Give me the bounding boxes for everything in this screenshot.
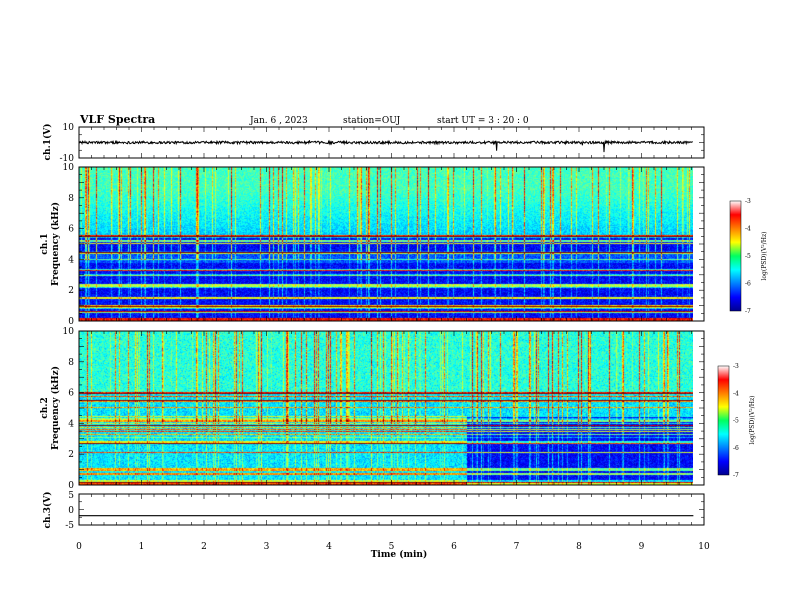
ch1-spectrogram-image xyxy=(79,167,693,321)
colorbar-tick-label: -3 xyxy=(745,198,751,205)
spectrogram-raster xyxy=(79,167,693,321)
ch1-spectrogram-ylabel-channel: ch.1 xyxy=(40,233,50,254)
time-tick-label: 1 xyxy=(139,542,145,552)
colorbar-tick-label: -5 xyxy=(733,418,739,425)
ch2-colorbar: -3 -4 -5 -6 -7 log(PSD)(V2/Hz) xyxy=(717,363,757,479)
frequency-tick-label: 0 xyxy=(68,317,74,327)
ch1-spectrogram-panel: 0 2 4 6 8 10 ch.1 Frequency (kHz) xyxy=(40,163,705,327)
ch2-spectrogram-ylabel: Frequency (kHz) xyxy=(50,366,61,450)
frequency-tick-label: 2 xyxy=(68,286,74,296)
frequency-tick-label: 6 xyxy=(68,225,74,235)
figure-title: VLF Spectra xyxy=(79,113,155,126)
ch2-spectrogram-ytick-labels: 0 2 4 6 8 10 xyxy=(63,327,75,491)
time-tick-label: 8 xyxy=(576,542,582,552)
colorbar-tick-label: -3 xyxy=(733,363,739,370)
ch1-colorbar-gradient xyxy=(729,200,742,312)
date-label: Jan. 6 , 2023 xyxy=(249,116,308,126)
ch3-ytick-top: 5 xyxy=(68,491,74,501)
ch2-spectrogram-panel: 0 2 4 6 8 10 ch.2 Frequency (kHz) xyxy=(40,327,705,491)
time-tick-label: 10 xyxy=(698,542,710,552)
colorbar-tick-label: -4 xyxy=(733,390,739,397)
ch3-ytick-mid: 0 xyxy=(68,506,74,516)
ch1-waveform-trace xyxy=(78,139,694,153)
ch2-colorbar-label: log(PSD)(V2/Hz) xyxy=(748,396,757,445)
colorbar-tick-label: -6 xyxy=(733,445,739,452)
ch1-spectrogram-ylabel: Frequency (kHz) xyxy=(50,202,61,286)
ch1-colorbar-label: log(PSD)(V2/Hz) xyxy=(760,232,769,281)
ch1-colorbar: -3 -4 -5 -6 -7 log(PSD)(V2/Hz) xyxy=(729,198,769,315)
time-tick-label: 2 xyxy=(201,542,207,552)
ch3-waveform-ticks xyxy=(78,493,705,526)
frequency-tick-label: 8 xyxy=(68,194,74,204)
frequency-tick-label: 10 xyxy=(63,327,75,337)
frequency-tick-label: 4 xyxy=(68,255,74,265)
start-time-label: start UT = 3 : 20 : 0 xyxy=(437,116,529,126)
ch2-colorbar-gradient xyxy=(717,365,730,476)
time-tick-label: 4 xyxy=(326,542,332,552)
colorbar-tick-label: -5 xyxy=(745,253,751,260)
time-tick-label: 0 xyxy=(76,542,82,552)
ch1-colorbar-tick-labels: -3 -4 -5 -6 -7 xyxy=(745,198,751,315)
spectrogram-raster xyxy=(79,331,693,485)
ch3-waveform-ylabel: ch.3(V) xyxy=(42,492,53,529)
ch2-spectrogram-image xyxy=(79,331,693,485)
frequency-tick-label: 10 xyxy=(63,163,75,173)
time-tick-label: 5 xyxy=(389,542,395,552)
colorbar-tick-label: -6 xyxy=(745,281,751,288)
ch2-spectrogram-ylabel-channel: ch.2 xyxy=(40,397,50,418)
time-axis-label: Time (min) xyxy=(371,549,428,560)
ch1-waveform-panel: 10 -10 ch.1(V) xyxy=(42,123,705,164)
ch2-colorbar-tick-labels: -3 -4 -5 -6 -7 xyxy=(733,363,739,479)
colorbar-tick-label: -7 xyxy=(733,472,739,479)
colorbar-tick-label: -4 xyxy=(745,226,751,233)
time-tick-label: 3 xyxy=(264,542,270,552)
ch2-spectrogram-ticks xyxy=(78,330,705,486)
ch3-waveform-panel: 5 0 -5 ch.3(V) xyxy=(42,491,705,531)
ch1-ytick-top: 10 xyxy=(63,123,75,133)
colorbar-tick-label: -7 xyxy=(745,308,751,315)
ch1-ytick-bottom: -10 xyxy=(60,154,75,164)
ch1-waveform-ylabel: ch.1(V) xyxy=(42,124,53,161)
frequency-tick-label: 4 xyxy=(68,419,74,429)
frequency-tick-label: 8 xyxy=(68,358,74,368)
time-tick-label: 9 xyxy=(639,542,645,552)
time-tick-label: 6 xyxy=(451,542,457,552)
time-tick-label: 7 xyxy=(514,542,520,552)
time-axis-tick-labels: 0 1 2 3 4 5 6 7 8 9 10 xyxy=(76,542,710,552)
ch1-spectrogram-ticks xyxy=(78,166,705,322)
ch1-waveform-ticks xyxy=(78,126,705,159)
frequency-tick-label: 0 xyxy=(68,481,74,491)
ch1-spectrogram-ytick-labels: 0 2 4 6 8 10 xyxy=(63,163,75,327)
frequency-tick-label: 2 xyxy=(68,450,74,460)
ch3-ytick-bottom: -5 xyxy=(65,521,74,531)
station-label: station=OUJ xyxy=(343,116,401,126)
frequency-tick-label: 6 xyxy=(68,389,74,399)
